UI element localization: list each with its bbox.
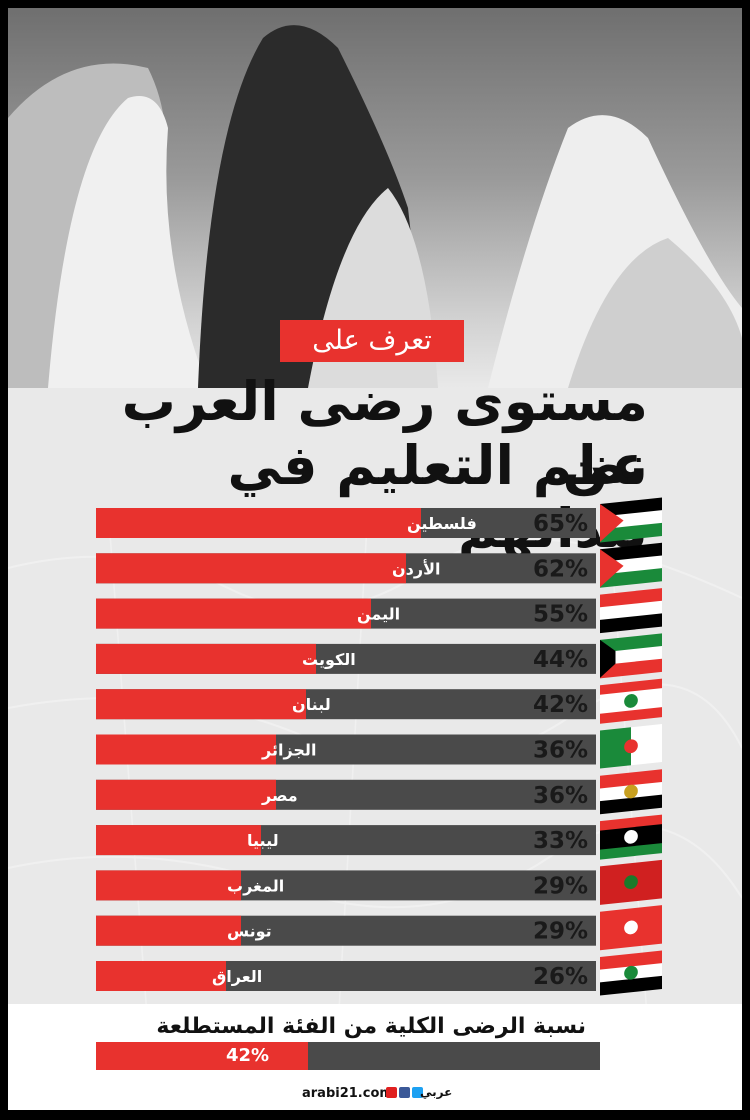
category-label: الأردن [392,559,440,578]
libya-flag-icon [600,814,662,860]
bar-group: فلسطين 65% [96,497,662,543]
bar-group: ليبيا 33% [96,814,662,860]
lebanon-flag-icon [600,678,662,724]
category-label: العراق [212,967,262,986]
value-label: 36% [533,783,588,809]
bar [96,779,276,810]
value-label: 42% [533,692,588,718]
iraq-flag-icon [600,950,662,996]
yemen-flag-icon [600,588,662,634]
palestine-flag-icon [600,497,662,543]
egypt-flag-icon [600,769,662,815]
bar [96,689,306,720]
brand-logo: عربي [420,1085,453,1099]
category-label: اليمن [357,605,400,624]
youtube-icon[interactable] [386,1087,397,1098]
category-label: الجزائر [261,741,316,760]
overall-bar: 42% [96,1042,600,1070]
category-label: المغرب [227,876,284,895]
bar [96,734,276,765]
bar-group: مصر 36% [96,769,662,815]
bar-group: العراق 26% [96,950,662,996]
value-label: 29% [533,919,588,945]
bar-group: تونس 29% [96,905,662,951]
bar [96,598,371,629]
value-label: 44% [533,647,588,673]
tunisia-flag-icon [600,905,662,951]
infographic: تعرف على مستوى رضى العرب عن نظم التعليم … [8,8,742,1110]
jordan-flag-icon [600,542,662,588]
value-label: 33% [533,828,588,854]
value-label: 29% [533,873,588,899]
kuwait-flag-icon [600,633,662,679]
morocco-flag-icon [600,859,662,905]
value-label: 36% [533,738,588,764]
bar [96,870,241,901]
bar-group: المغرب 29% [96,859,662,905]
background-photo [8,8,742,388]
site-url[interactable]: arabi21.com [302,1086,393,1101]
value-label: 62% [533,556,588,582]
overall-label: نسبة الرضى الكلية من الفئة المستطلعة [156,1014,586,1039]
footer [8,1080,742,1110]
category-label: لبنان [292,695,331,714]
bar-group: لبنان 42% [96,678,662,724]
overall-value: 42% [226,1045,270,1066]
category-label: مصر [261,786,298,805]
intro-tag: تعرف على [280,320,464,362]
bar-chart: فلسطين 65% الأردن 62% اليمن 55% الكويت 44% لبنان… [96,497,662,996]
bar [96,553,406,584]
bar-group: اليمن 55% [96,588,662,634]
bar [96,508,421,538]
value-label: 55% [533,602,588,628]
category-label: الكويت [302,650,356,669]
bar-group: الأردن 62% [96,542,662,588]
twitter-icon[interactable] [412,1087,423,1098]
overall-bar-fill: 42% [96,1042,308,1070]
bar [96,915,241,946]
bar-group: الجزائر 36% [96,723,662,769]
bar [96,825,261,856]
bar-group: الكويت 44% [96,633,662,679]
bar [96,961,226,991]
title-line-1: مستوى رضى العرب عن [121,370,648,496]
algeria-flag-icon [600,723,662,769]
category-label: تونس [227,922,272,941]
value-label: 26% [533,964,588,990]
facebook-icon[interactable] [399,1087,410,1098]
bar [96,643,316,674]
category-label: ليبيا [247,831,279,850]
value-label: 65% [533,511,588,537]
category-label: فلسطين [407,514,477,533]
